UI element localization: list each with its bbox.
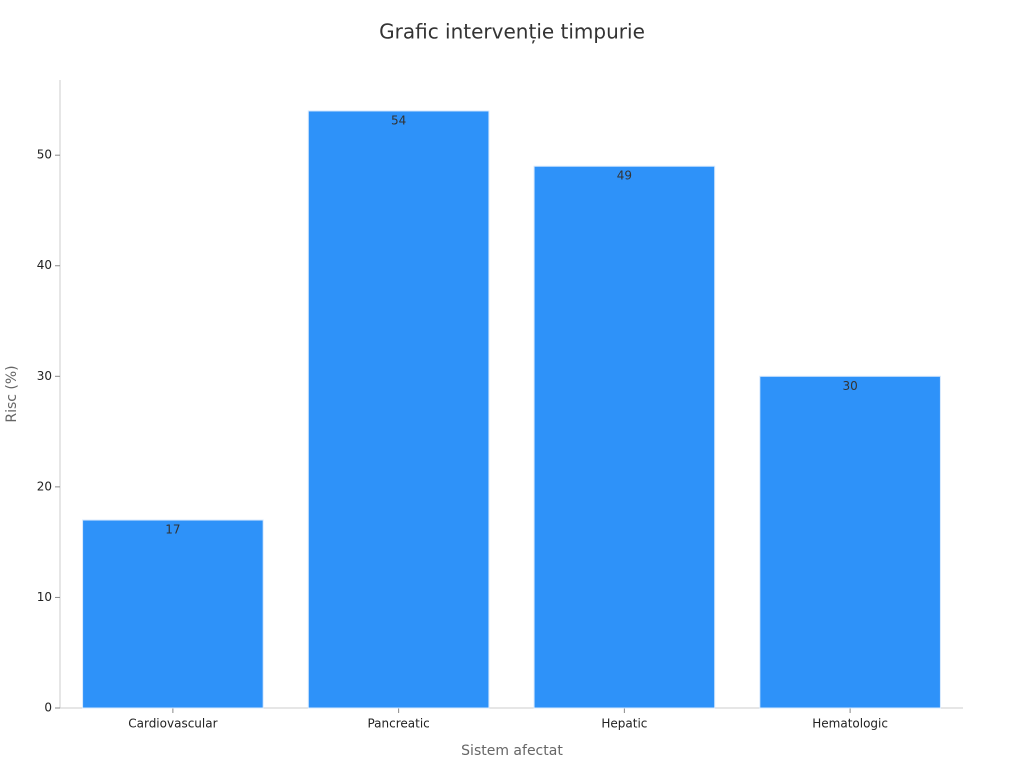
- value-label: 17: [165, 523, 180, 537]
- x-tick-label: Cardiovascular: [128, 717, 217, 731]
- value-label: 30: [842, 379, 857, 393]
- y-tick-label: 0: [44, 701, 52, 715]
- value-label: 49: [617, 169, 632, 183]
- y-tick-label: 20: [37, 479, 52, 493]
- value-label: 54: [391, 113, 406, 127]
- bar: [307, 110, 490, 709]
- y-tick-label: 50: [37, 148, 52, 162]
- chart-title: Grafic intervenție timpurie: [379, 20, 645, 44]
- bar: [759, 375, 941, 709]
- x-tick-label: Hematologic: [812, 717, 888, 731]
- x-tick-label: Pancreatic: [367, 717, 429, 731]
- y-axis-title: Risc (%): [4, 365, 20, 422]
- y-tick-label: 30: [37, 369, 52, 383]
- y-tick-label: 10: [37, 590, 52, 604]
- x-tick-label: Hepatic: [601, 717, 647, 731]
- bar: [82, 519, 264, 709]
- y-tick-label: 40: [37, 258, 52, 272]
- bar: [533, 165, 716, 709]
- x-axis-title: Sistem afectat: [461, 743, 563, 759]
